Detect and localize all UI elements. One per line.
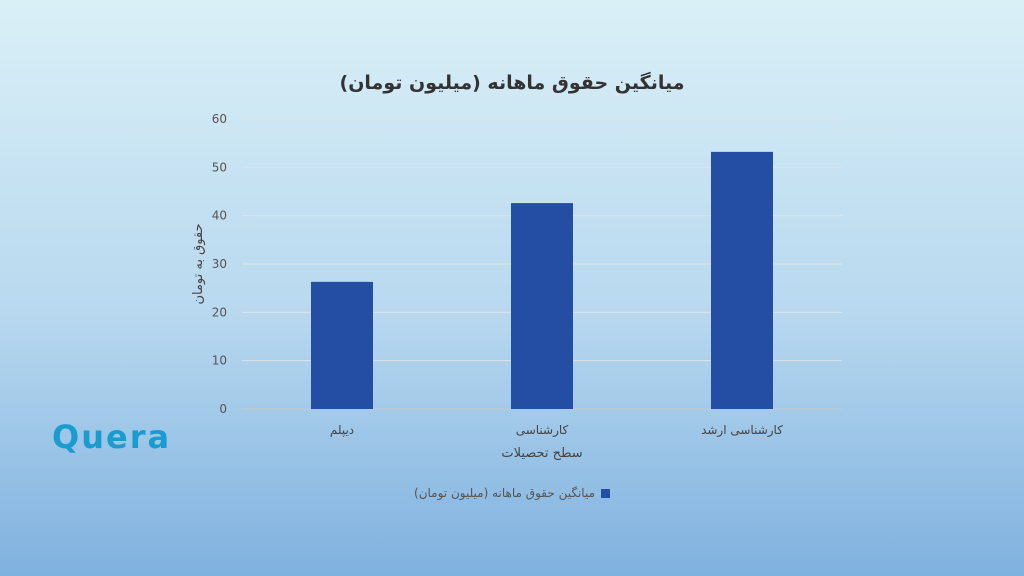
bar xyxy=(511,203,573,409)
chart-title: میانگین حقوق ماهانه (میلیون تومان) xyxy=(339,72,685,94)
y-axis-label: حقوق به تومان xyxy=(191,223,206,304)
x-tick-label: دیپلم xyxy=(330,423,354,437)
y-tick-label: 40 xyxy=(212,209,227,223)
y-tick-label: 30 xyxy=(212,257,227,271)
legend-swatch xyxy=(601,488,610,498)
legend: میانگین حقوق ماهانه (میلیون تومان) xyxy=(0,486,1024,500)
y-tick-label: 60 xyxy=(212,112,227,126)
quera-logo: Quera xyxy=(52,418,172,456)
y-tick-label: 10 xyxy=(212,354,227,368)
y-tick-label: 0 xyxy=(219,402,227,416)
x-tick-label: کارشناسی ارشد xyxy=(701,423,783,438)
y-tick-labels: 0 10 20 30 40 50 60 xyxy=(212,112,227,416)
legend-label: میانگین حقوق ماهانه (میلیون تومان) xyxy=(414,486,595,500)
x-tick-label: کارشناسی xyxy=(516,423,569,438)
y-tick-label: 20 xyxy=(212,305,227,319)
bar xyxy=(711,151,773,409)
bars xyxy=(311,151,773,409)
x-axis-label: سطح تحصیلات xyxy=(501,446,583,461)
x-tick-labels: دیپلم کارشناسی کارشناسی ارشد xyxy=(330,423,783,438)
bar xyxy=(311,281,373,409)
y-tick-label: 50 xyxy=(212,160,227,174)
